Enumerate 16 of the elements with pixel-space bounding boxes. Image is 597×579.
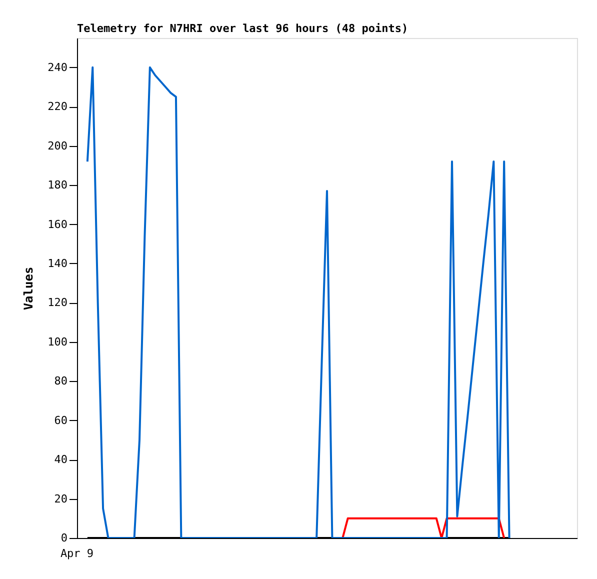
y-tick-label: 200 [48,139,68,152]
y-tick-label: 160 [48,218,68,231]
y-tick-label: 220 [48,100,68,114]
y-tick-label: 0 [60,532,68,544]
y-tick-label: 80 [54,374,68,388]
y-tick-label: 120 [48,296,68,310]
y-tick-label: 100 [48,335,68,348]
y-tick-label: 140 [48,256,68,270]
y-axis-title: Values [22,266,36,310]
chart-title: Telemetry for N7HRI over last 96 hours (48 points) [77,22,408,35]
y-tick-label: 60 [54,414,68,427]
y-tick-label: 240 [48,60,68,74]
y-tick-label: 180 [48,178,68,192]
y-tick-label: 40 [54,453,68,466]
text: Apr 9 [60,547,94,560]
y-tick-label: 20 [54,492,68,506]
